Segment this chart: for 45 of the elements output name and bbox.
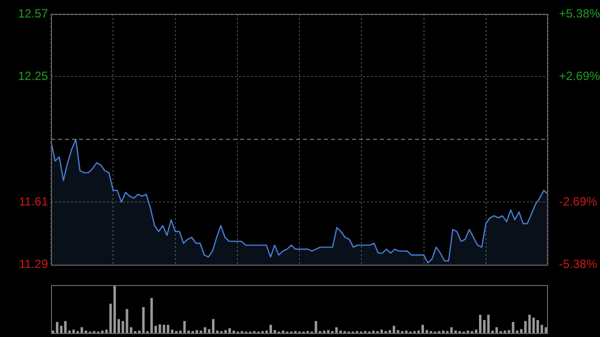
y-tick-label: 11.61 [18,194,48,208]
bar [388,330,392,333]
bar [224,330,227,333]
bar [158,324,162,333]
bar [532,318,535,333]
y-tick-label: 11.29 [18,257,48,272]
bar [130,327,132,333]
bar [536,320,539,333]
bar [392,326,396,333]
bar [478,314,482,333]
y-tick-label: 12.25 [18,69,48,84]
bar [512,322,514,333]
bar [122,321,124,333]
bar [196,330,198,333]
bar [166,324,170,333]
y2-tick-label: -2.69% [559,194,598,208]
bar [544,327,548,333]
bar [327,330,330,333]
bar [450,327,453,333]
bar [380,330,383,333]
bar [270,324,272,333]
bar [228,328,231,333]
bar [204,327,206,333]
bar [56,322,58,333]
y2-tick-label: +5.38% [559,6,600,20]
bar [162,324,166,333]
bar [314,321,318,333]
y2-tick-label: +2.69% [559,69,600,84]
bar [508,330,510,333]
bar [487,314,490,333]
bar [150,298,153,333]
bar [72,330,75,333]
bar [421,324,424,333]
bar [113,285,116,333]
y2-tick-label: -5.38% [559,257,598,272]
bar [142,307,145,333]
bar [335,327,338,333]
bar [105,330,108,333]
bar [495,327,498,333]
bar [64,321,67,333]
bar [80,327,84,333]
y-tick-label: 12.57 [18,6,48,20]
bar [396,330,400,333]
bar [212,319,214,333]
bar [524,321,527,333]
